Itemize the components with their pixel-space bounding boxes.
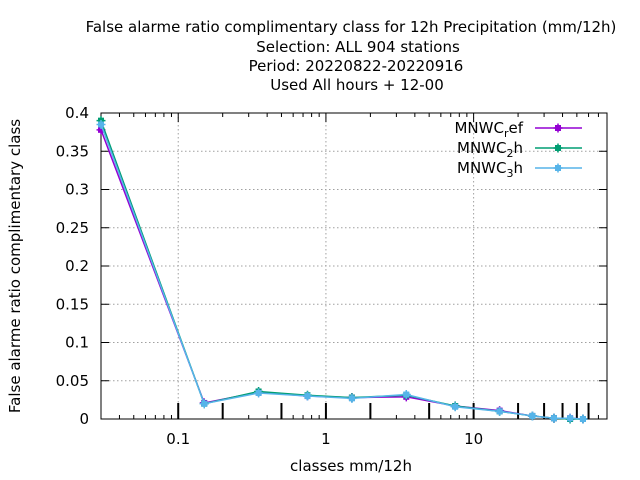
- data-point-cross: [401, 390, 411, 400]
- data-point-cross: [527, 411, 537, 421]
- data-point-cross: [553, 163, 563, 173]
- legend-label: MNWC2h: [457, 139, 523, 160]
- legend-item: MNWC3h: [457, 159, 582, 180]
- y-tick-label: 0.15: [56, 295, 89, 313]
- x-axis: 0.1 1 10: [118, 113, 599, 448]
- chart-title-line-1: False alarme ratio complimentary class f…: [86, 18, 617, 36]
- data-point-cross: [549, 413, 559, 423]
- legend-item: MNWCref: [454, 119, 582, 140]
- y-tick-label: 0: [79, 410, 89, 428]
- grid: [101, 113, 607, 419]
- series-mnwc-3h: [96, 119, 588, 424]
- legend-label: MNWC3h: [457, 159, 523, 180]
- data-point-cross: [565, 413, 575, 423]
- legend-label: MNWCref: [454, 119, 523, 140]
- chart-title-line-4: Used All hours + 12-00: [270, 76, 444, 94]
- y-tick-label: 0.05: [56, 372, 89, 390]
- y-tick-label: 0.3: [65, 181, 89, 199]
- chart-title-line-2: Selection: ALL 904 stations: [256, 38, 460, 56]
- data-point-cross: [254, 388, 264, 398]
- data-point-cross: [553, 123, 563, 133]
- y-tick-label: 0.4: [65, 104, 89, 122]
- class-marks: [177, 403, 590, 419]
- data-point-cross: [96, 119, 106, 129]
- data-point-cross: [450, 402, 460, 412]
- series-layer: [96, 116, 588, 424]
- data-point-cross: [347, 393, 357, 403]
- x-tick-label: 0.1: [166, 430, 190, 448]
- data-point-cross: [553, 143, 563, 153]
- x-axis-label: classes mm/12h: [290, 457, 412, 475]
- y-tick-label: 0.35: [56, 142, 89, 160]
- data-point-cross: [495, 406, 505, 416]
- y-tick-label: 0.1: [65, 334, 89, 352]
- y-axis-label: False alarme ratio complimentary class: [6, 119, 24, 413]
- x-tick-label: 1: [321, 430, 331, 448]
- chart-title-line-3: Period: 20220822-20220916: [249, 57, 464, 75]
- data-point-cross: [302, 391, 312, 401]
- series-line: [100, 120, 583, 420]
- y-tick-label: 0.25: [56, 219, 89, 237]
- chart-title: False alarme ratio complimentary class f…: [86, 18, 617, 94]
- legend-item: MNWC2h: [457, 139, 582, 160]
- y-tick-label: 0.2: [65, 257, 89, 275]
- data-point-cross: [199, 399, 209, 409]
- data-point-cross: [578, 414, 588, 424]
- x-tick-label: 10: [464, 430, 483, 448]
- y-axis: 0 0.05 0.1 0.15 0.2 0.25 0.3 0.35 0.4: [56, 104, 607, 428]
